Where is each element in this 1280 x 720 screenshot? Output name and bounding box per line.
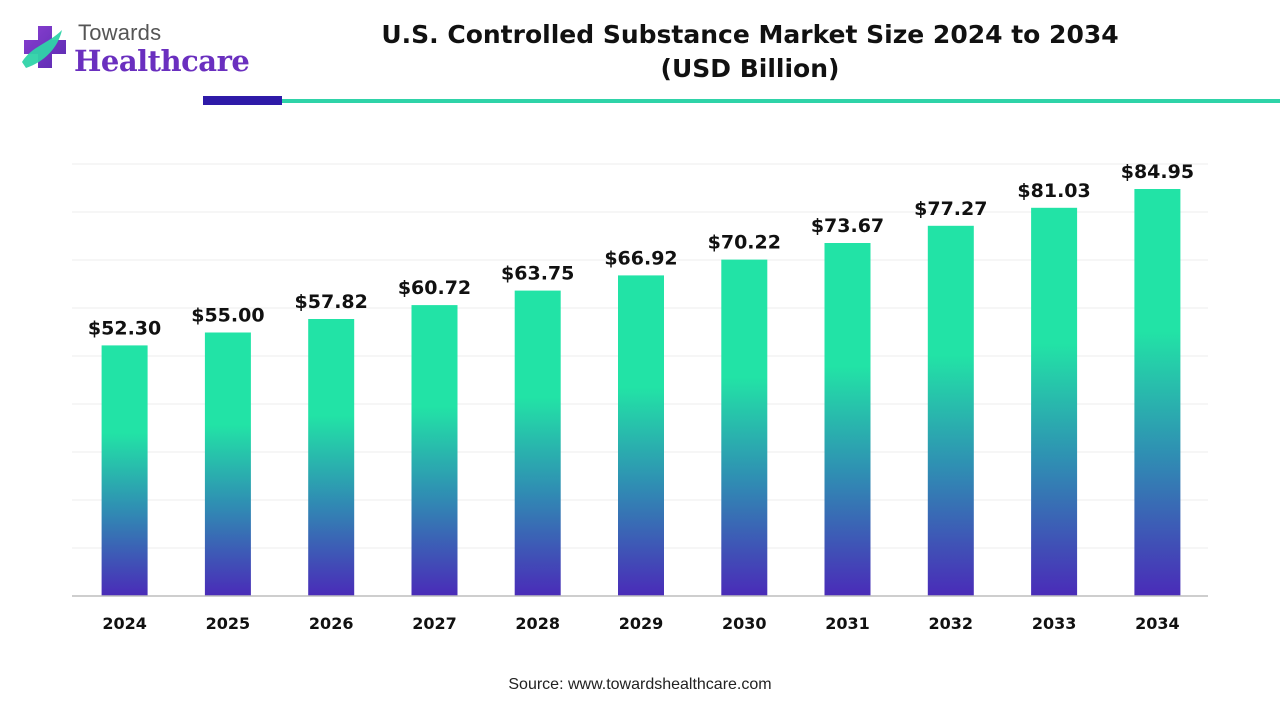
data-label-2031: $73.67 <box>811 215 884 237</box>
bar-2027 <box>411 305 458 596</box>
x-tick-label-2025: 2025 <box>206 614 251 633</box>
bar-2025 <box>204 332 251 596</box>
data-label-2025: $55.00 <box>191 305 264 327</box>
data-label-2032: $77.27 <box>914 198 987 220</box>
data-label-2027: $60.72 <box>398 277 471 299</box>
x-tick-label-2027: 2027 <box>412 614 457 633</box>
x-tick-label-2030: 2030 <box>722 614 767 633</box>
x-tick-label-2024: 2024 <box>102 614 147 633</box>
chart-title-line-1: U.S. Controlled Substance Market Size 20… <box>381 20 1119 49</box>
x-tick-label-2033: 2033 <box>1032 614 1077 633</box>
x-tick-label-2031: 2031 <box>825 614 870 633</box>
medical-cross-icon <box>22 26 66 68</box>
data-label-2026: $57.82 <box>295 291 368 313</box>
data-label-2028: $63.75 <box>501 263 574 285</box>
bar-2030 <box>721 259 768 596</box>
chart-title-line-2: (USD Billion) <box>660 54 840 83</box>
bar-2028 <box>514 290 561 596</box>
data-label-2030: $70.22 <box>708 232 781 254</box>
x-tick-label-2028: 2028 <box>515 614 560 633</box>
brand-logo: Towards Healthcare <box>18 20 250 84</box>
bar-2031 <box>824 243 871 596</box>
x-tick-label-2032: 2032 <box>929 614 974 633</box>
x-tick-label-2034: 2034 <box>1135 614 1180 633</box>
bar-2024 <box>101 345 148 596</box>
logo-text-towards: Towards <box>78 20 162 45</box>
bar-2029 <box>618 275 664 596</box>
logo-text-healthcare: Healthcare <box>74 44 250 78</box>
data-label-2034: $84.95 <box>1121 161 1194 183</box>
x-axis-tick-labels: 2024 2025 2026 2027 2028 2029 2030 2031 2032 2033… <box>102 614 1179 633</box>
bars <box>101 189 1181 597</box>
bar-2032 <box>927 225 974 597</box>
data-label-2024: $52.30 <box>88 317 161 339</box>
header-rule-accent <box>203 96 282 105</box>
x-tick-label-2026: 2026 <box>309 614 354 633</box>
bar-2034 <box>1134 189 1181 596</box>
bar-2026 <box>308 319 355 596</box>
source-note: Source: www.towardshealthcare.com <box>508 676 772 693</box>
data-labels: $52.30 $55.00 $57.82 $60.72 $63.75 $66.92 $70.… <box>88 161 1194 339</box>
header-rule <box>282 99 1280 103</box>
x-tick-label-2029: 2029 <box>619 614 664 633</box>
bar-2033 <box>1031 207 1078 597</box>
data-label-2029: $66.92 <box>604 247 677 269</box>
data-label-2033: $81.03 <box>1017 180 1090 202</box>
chart-title: U.S. Controlled Substance Market Size 20… <box>290 18 1210 86</box>
